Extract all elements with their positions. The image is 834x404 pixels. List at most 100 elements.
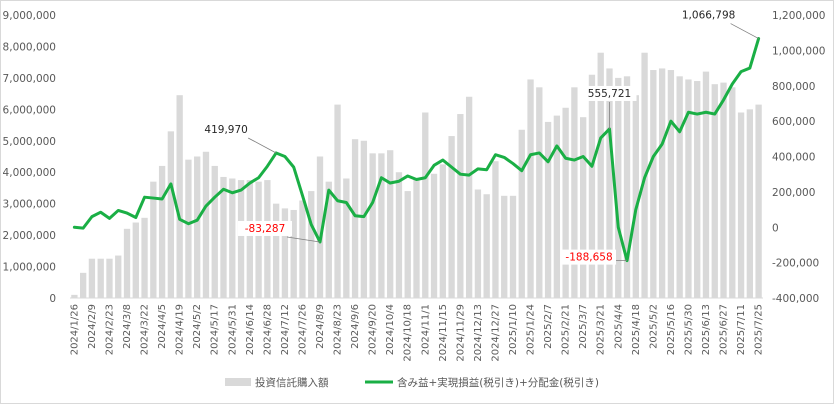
bar xyxy=(685,79,692,298)
bar xyxy=(544,121,552,299)
bar-series xyxy=(71,52,762,299)
bar xyxy=(658,68,666,298)
bar xyxy=(422,112,429,298)
bar xyxy=(123,228,131,298)
bar xyxy=(378,153,385,298)
bar xyxy=(483,194,490,298)
bar xyxy=(343,178,350,298)
left-axis-ticks: 0 1,000,000 2,000,000 3,000,000 4,000,000 5,0… xyxy=(3,10,56,305)
left-tick-label: 3,000,000 xyxy=(3,199,56,211)
bar xyxy=(492,161,499,298)
bar xyxy=(299,200,306,298)
annotation-label: 419,970 xyxy=(204,124,247,136)
bar xyxy=(106,258,113,298)
x-tick-label: 2024/9/6 xyxy=(350,304,361,349)
data-annotation: 419,970 xyxy=(204,124,277,154)
bar xyxy=(246,180,253,298)
legend-label-line: 含み益+実現損益(税引き)+分配金(税引き) xyxy=(397,376,599,389)
bar xyxy=(711,84,718,298)
x-tick-label: 2024/5/2 xyxy=(192,304,203,349)
left-tick-label: 7,000,000 xyxy=(3,73,56,85)
bar xyxy=(158,165,166,298)
left-tick-label: 2,000,000 xyxy=(3,230,56,242)
annotation-label: -83,287 xyxy=(245,223,286,235)
x-tick-label: 2025/4/18 xyxy=(631,304,642,355)
bar xyxy=(580,117,587,298)
x-tick-label: 2025/7/25 xyxy=(754,304,765,355)
bar xyxy=(702,71,710,298)
bar xyxy=(185,159,192,298)
bar xyxy=(202,151,210,298)
bar xyxy=(430,173,438,298)
annotation-leader xyxy=(286,236,321,243)
bar xyxy=(176,95,183,298)
right-tick-label: 800,000 xyxy=(772,81,815,93)
bar xyxy=(194,156,201,298)
left-tick-label: 9,000,000 xyxy=(3,10,56,22)
bar xyxy=(281,208,289,298)
bar xyxy=(360,140,368,298)
bar xyxy=(474,189,482,298)
right-axis-ticks: -400,000 -200,000 0 200,000 400,000 600,000 80… xyxy=(772,10,825,305)
bar xyxy=(229,178,236,298)
x-tick-label: 2025/2/21 xyxy=(561,304,572,355)
data-annotation: -188,658 xyxy=(562,249,628,265)
bar xyxy=(527,79,534,298)
left-tick-label: 1,000,000 xyxy=(3,262,56,274)
bar xyxy=(316,156,324,298)
right-tick-label: 1,200,000 xyxy=(772,10,825,22)
data-annotation: -83,287 xyxy=(238,220,321,243)
bar xyxy=(737,112,745,298)
x-tick-label: 2025/4/4 xyxy=(613,304,624,349)
bar xyxy=(562,107,569,298)
right-tick-label: 400,000 xyxy=(772,152,815,164)
x-tick-label: 2025/5/2 xyxy=(648,304,659,349)
annotation-leader xyxy=(247,137,277,154)
bar xyxy=(632,95,639,298)
x-tick-label: 2024/12/27 xyxy=(490,304,501,362)
bar xyxy=(536,87,543,298)
x-tick-label: 2024/4/19 xyxy=(175,304,186,355)
bar xyxy=(501,195,508,298)
bar xyxy=(553,115,561,298)
bar xyxy=(518,129,525,298)
x-tick-label: 2025/7/11 xyxy=(736,304,747,355)
x-tick-label: 2024/1/26 xyxy=(69,304,80,355)
annotation-bg xyxy=(562,249,617,265)
x-tick-label: 2024/10/18 xyxy=(403,304,414,362)
right-tick-label: 600,000 xyxy=(772,116,815,128)
annotation-label: -188,658 xyxy=(565,252,612,264)
x-tick-label: 2024/11/15 xyxy=(438,304,449,362)
x-tick-label: 2024/3/22 xyxy=(140,304,151,355)
bar xyxy=(448,136,455,298)
bar xyxy=(413,178,420,298)
x-tick-label: 2025/3/21 xyxy=(596,304,607,355)
bar xyxy=(308,191,315,298)
annotation-bg xyxy=(582,85,637,101)
bar xyxy=(439,164,446,298)
bar xyxy=(141,217,148,298)
bar xyxy=(351,139,359,298)
bar xyxy=(71,294,78,298)
bar xyxy=(272,203,280,298)
bar xyxy=(606,68,613,298)
x-tick-label: 2024/4/5 xyxy=(157,304,168,349)
bar xyxy=(509,195,517,298)
bar xyxy=(237,180,245,298)
left-tick-label: 0 xyxy=(49,293,56,305)
bar xyxy=(80,272,87,298)
line-path xyxy=(72,37,761,263)
bar xyxy=(571,87,578,298)
data-annotation: 555,721 xyxy=(582,85,637,129)
x-tick-label: 2024/8/9 xyxy=(315,304,326,349)
annotation-leader xyxy=(730,23,759,39)
bar xyxy=(150,181,157,298)
annotation-label: 1,066,798 xyxy=(682,10,735,22)
bar xyxy=(167,131,175,298)
bar xyxy=(588,74,596,298)
x-tick-label: 2025/1/10 xyxy=(508,304,519,355)
x-tick-label: 2024/7/26 xyxy=(297,304,308,355)
x-tick-label: 2024/11/1 xyxy=(420,304,431,355)
data-annotation: 1,066,798 xyxy=(682,10,759,39)
